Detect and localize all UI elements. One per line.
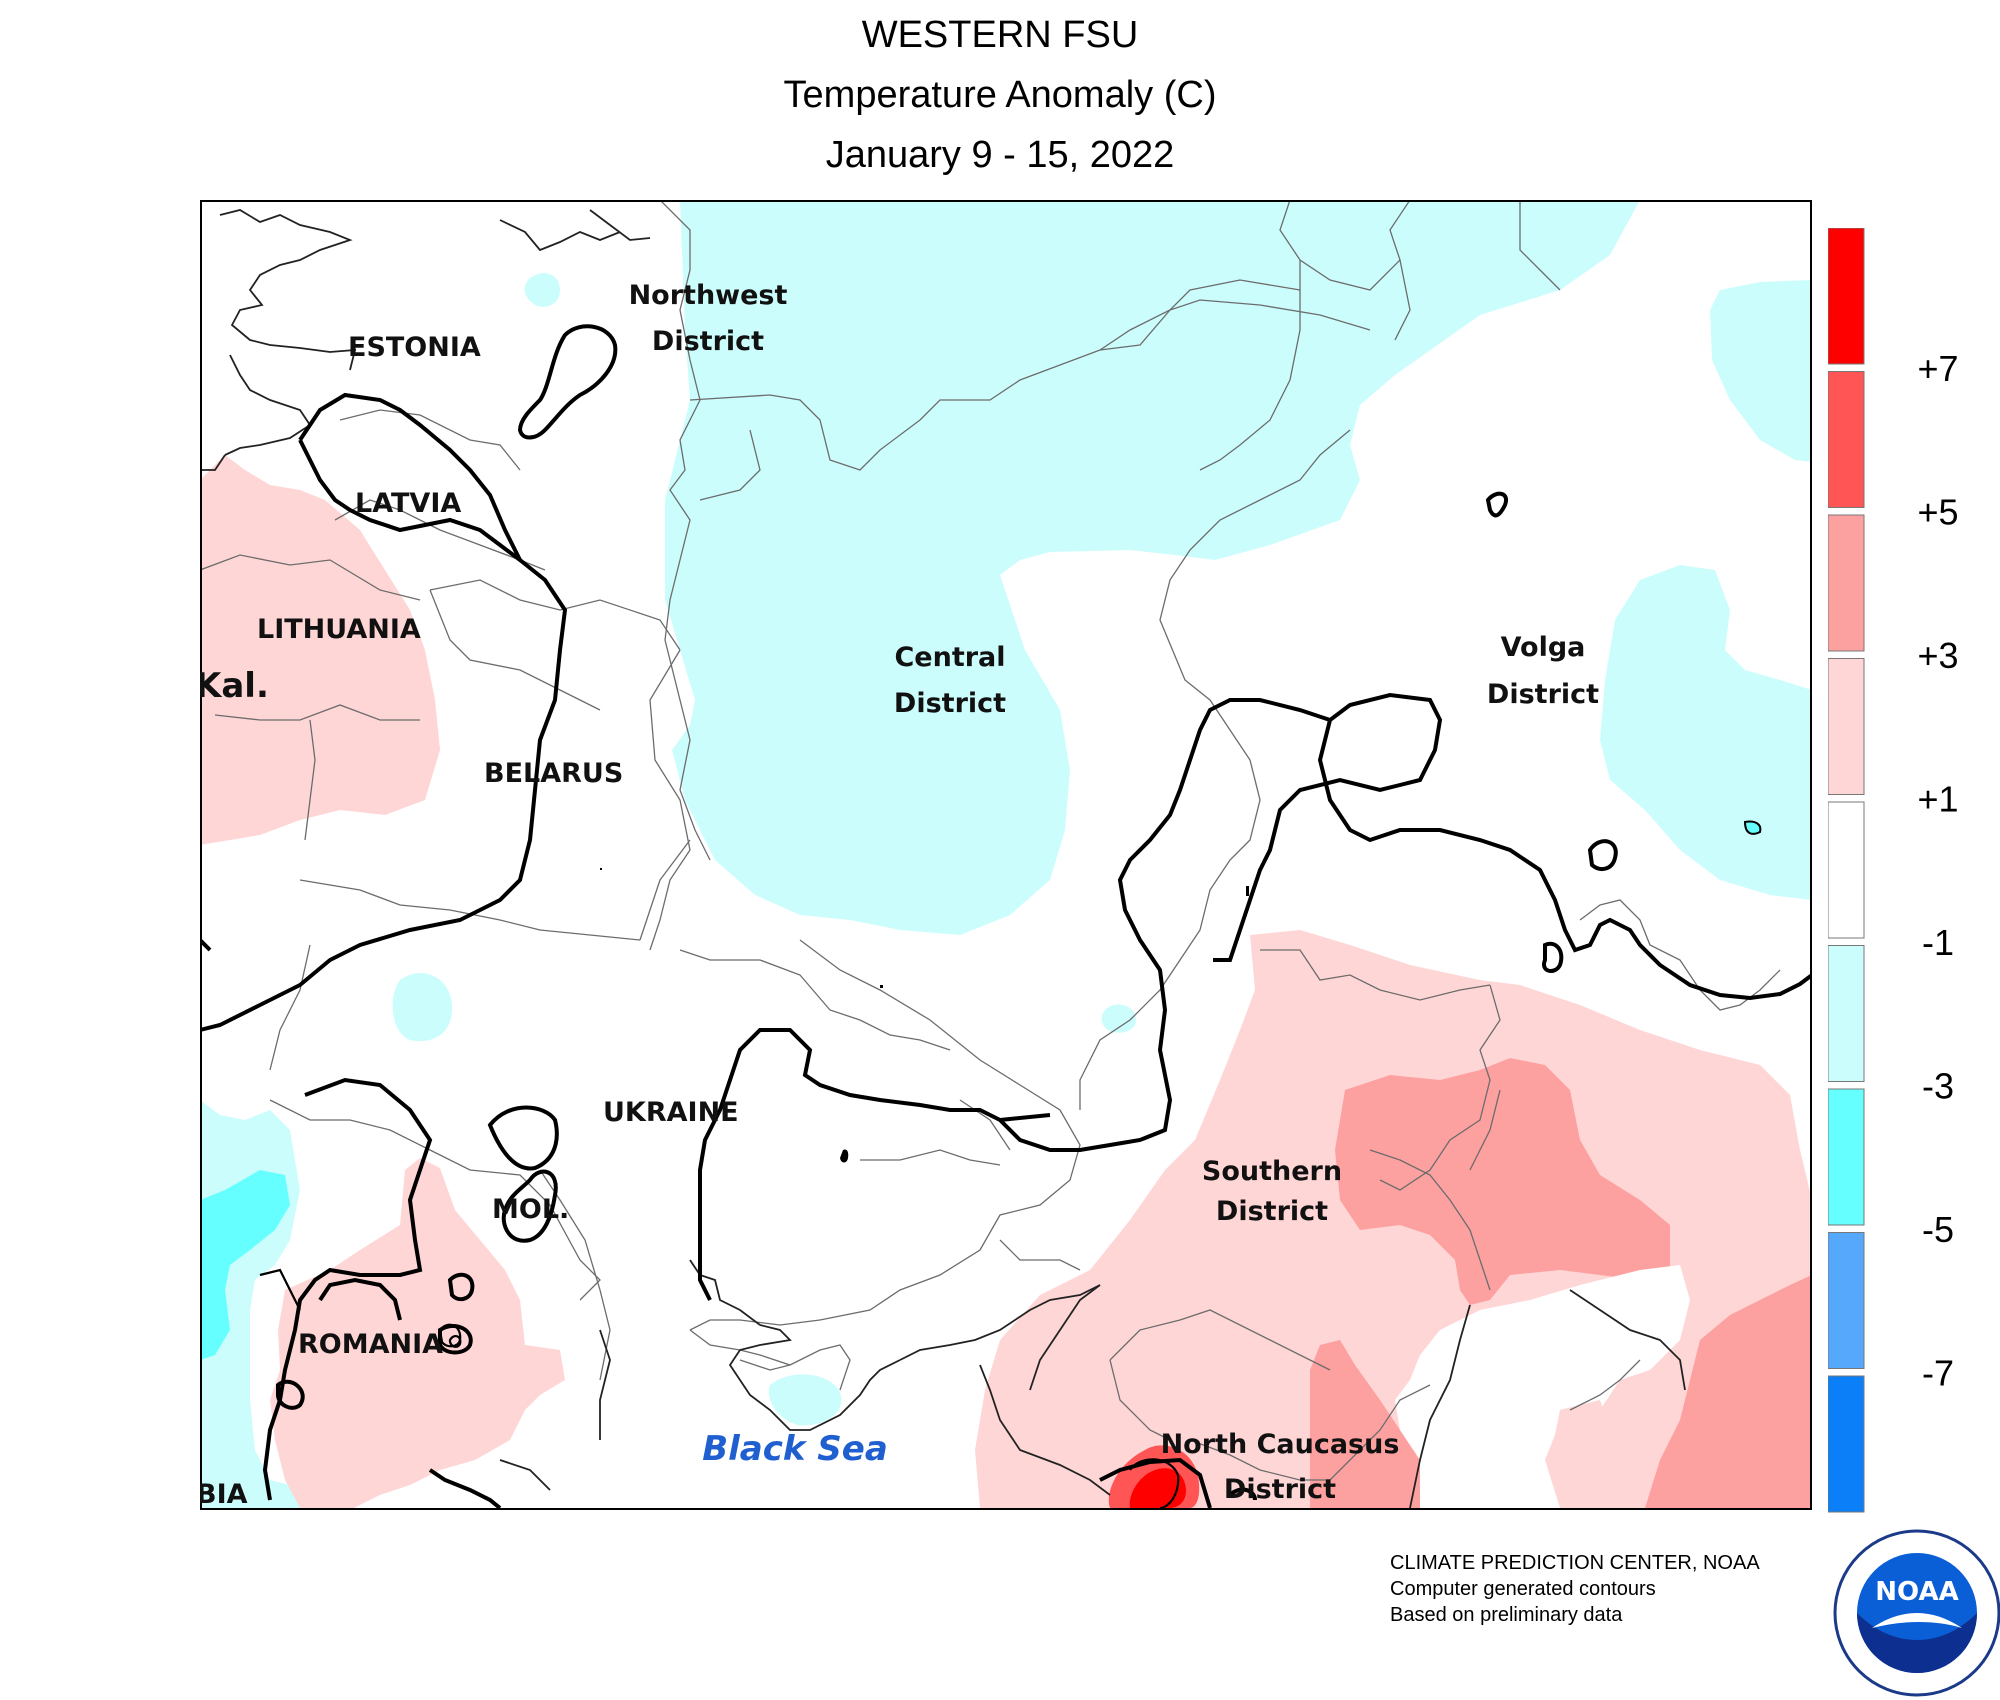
label-southern-district-2: District (1216, 1196, 1328, 1227)
label-volga-district: Volga (1501, 632, 1586, 663)
anomaly-area-baltic-warm (202, 455, 440, 845)
legend-label: -5 (1922, 1209, 1954, 1250)
marker-dot-small (600, 868, 602, 870)
anomaly-area-southern-district-warmer (1335, 1058, 1670, 1305)
credit-data-note: Based on preliminary data (1390, 1604, 1623, 1626)
label-serbia: BIA (200, 1479, 248, 1510)
map-variable: Temperature Anomaly (C) (783, 74, 1217, 116)
marker-dot-small-2 (880, 985, 883, 988)
label-northwest-district: Northwest (629, 280, 788, 311)
legend-label: +5 (1917, 491, 1958, 532)
label-belarus: BELARUS (484, 758, 623, 789)
anomaly-area-romania-warm (270, 1158, 565, 1508)
border-lines (202, 202, 1781, 1481)
anomaly-area-volga-northeast-cool (1710, 280, 1810, 462)
anomaly-area-southwest-very-cool (202, 1170, 290, 1360)
legend-box (1828, 658, 1865, 795)
noaa-logo-icon: NOAA (1833, 1529, 2000, 1697)
label-moldova: MOL. (492, 1194, 569, 1225)
logo-text: NOAA (1875, 1577, 1958, 1607)
legend-box (1828, 1232, 1865, 1369)
legend-box (1828, 945, 1865, 1082)
legend-box (1828, 371, 1865, 508)
legend-label: -7 (1922, 1352, 1954, 1393)
legend-label: +3 (1917, 635, 1958, 676)
legend-label: -1 (1922, 922, 1954, 963)
map-frame (200, 200, 1812, 1510)
legend-label: +1 (1917, 778, 1958, 819)
marker-blob-2 (1743, 820, 1762, 835)
legend-box (1828, 514, 1865, 652)
anomaly-area-ukraine-cool-spot (392, 973, 453, 1042)
label-north-caucasus-district: North Caucasus (1161, 1429, 1400, 1460)
anomaly-area-volga-warm-spot (1555, 1400, 1610, 1445)
label-ukraine: UKRAINE (603, 1097, 739, 1128)
anomaly-area-far-southeast-warmer (1645, 1275, 1810, 1508)
legend-box (1828, 1088, 1865, 1226)
anomaly-area-hot-spot-core (1129, 1468, 1186, 1508)
label-central-district-2: District (894, 688, 1006, 719)
contour-lines (202, 324, 1810, 1508)
label-central-district: Central (894, 642, 1005, 673)
map-title: WESTERN FSU (861, 14, 1139, 56)
credit-agency: CLIMATE PREDICTION CENTER, NOAA (1390, 1552, 1760, 1574)
label-northwest-district-2: District (652, 326, 764, 357)
label-latvia: LATVIA (355, 488, 461, 519)
label-north-caucasus-district-2: District (1224, 1474, 1336, 1505)
anomaly-area-top-left-cool (758, 202, 799, 214)
label-romania: ROMANIA (298, 1329, 443, 1360)
legend-box (1828, 1375, 1865, 1513)
anomaly-area-north-caucasus-warmer (1310, 1340, 1420, 1508)
legend-box (1828, 801, 1865, 939)
anomaly-area-northwest-cool-spot (524, 273, 560, 307)
label-black-sea: Black Sea (702, 1429, 888, 1469)
anomaly-area-central-cool (665, 202, 1639, 935)
legend-label: -3 (1922, 1065, 1954, 1106)
contour-lines-thin (259, 1268, 1180, 1508)
legend-label: +7 (1917, 348, 1958, 389)
anomaly-area-east-ukraine-cool-spot (1101, 1004, 1136, 1033)
label-estonia: ESTONIA (348, 332, 481, 363)
color-legend: +7 +5 +3 +1 -1 -3 -5 -7 (1828, 228, 1959, 1513)
anomaly-map: ESTONIA LATVIA LITHUANIA Kal. BELARUS UK… (200, 200, 1812, 1510)
label-southern-district: Southern (1202, 1156, 1342, 1187)
credit-method: Computer generated contours (1390, 1578, 1656, 1600)
label-kaliningrad: Kal. (200, 666, 269, 706)
map-period: January 9 - 15, 2022 (825, 134, 1175, 176)
label-lithuania: LITHUANIA (257, 614, 421, 645)
anomaly-area-crimea-cool (768, 1374, 842, 1426)
anomaly-area-volga-east-cool (1600, 565, 1810, 900)
marker-dot (1246, 886, 1249, 896)
legend-box (1828, 228, 1865, 365)
label-volga-district-2: District (1487, 679, 1599, 710)
anomaly-area-caspian-neutral (1395, 1265, 1690, 1508)
marker-blob (840, 1149, 849, 1163)
